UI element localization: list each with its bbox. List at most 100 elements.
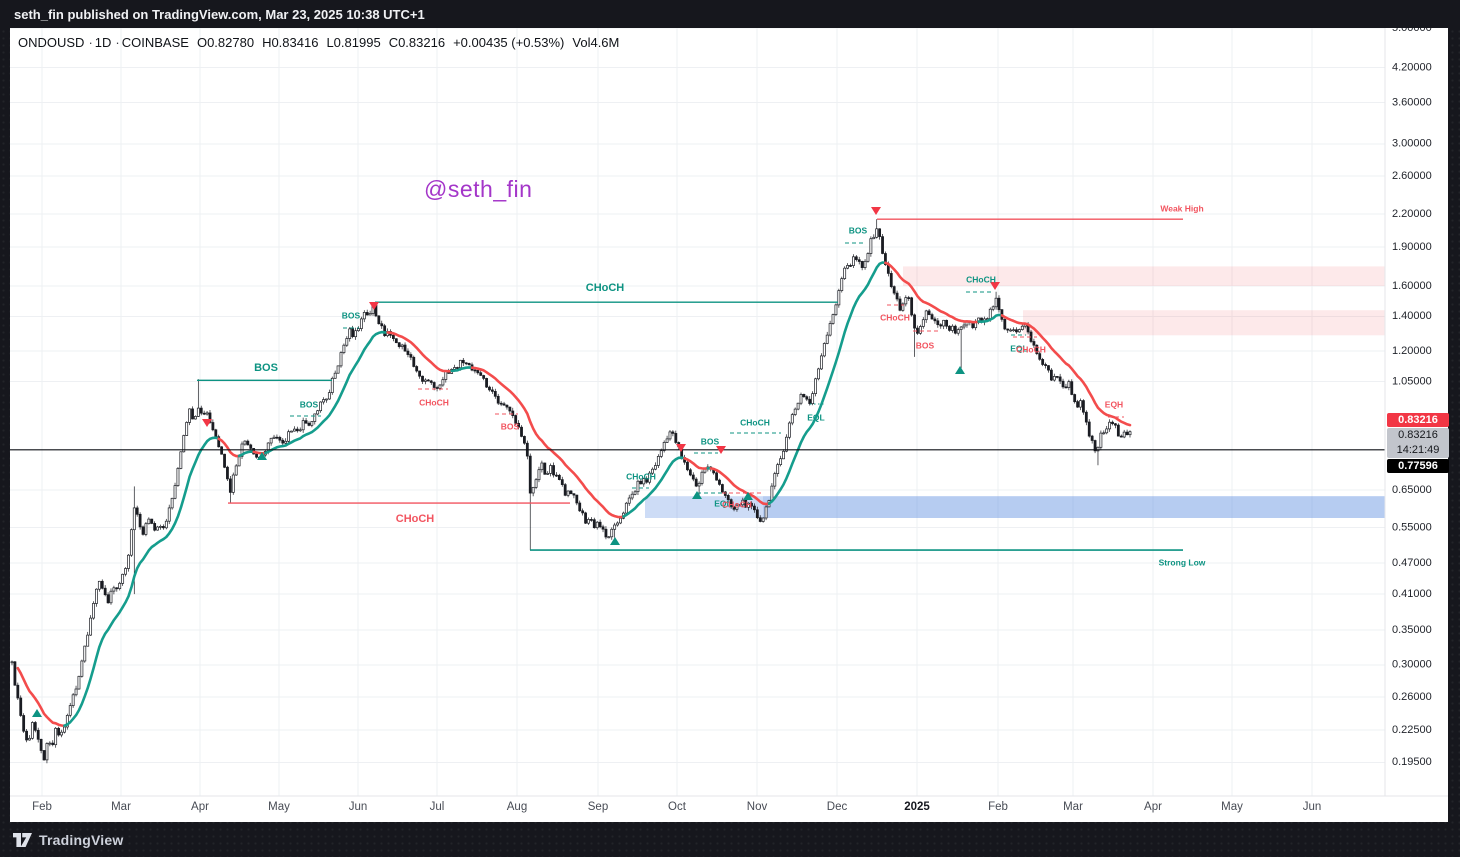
time-tick-label[interactable]: Jun (1303, 801, 1322, 813)
price-tick-label[interactable]: 2.20000 (1392, 208, 1432, 220)
price-tick-label[interactable]: 0.35000 (1392, 624, 1432, 636)
structure-label[interactable]: CHoCH (586, 282, 625, 294)
supply-zone-1[interactable] (903, 266, 1385, 286)
swing-high-marker[interactable] (676, 444, 686, 452)
price-tick-label[interactable]: 1.60000 (1392, 280, 1432, 292)
structure-label[interactable]: BOS (342, 310, 361, 320)
price-tick-label[interactable]: 1.05000 (1392, 375, 1432, 387)
supply-zone-2[interactable] (1023, 310, 1385, 336)
swing-high-marker[interactable] (369, 302, 379, 310)
price-tick-label[interactable]: 3.60000 (1392, 97, 1432, 109)
swing-high-marker[interactable] (990, 282, 1000, 290)
price-tick-label[interactable]: 4.20000 (1392, 62, 1432, 74)
candle-down (380, 323, 384, 327)
structure-label[interactable]: CHoCH (740, 417, 770, 427)
price-tick-label[interactable]: 0.30000 (1392, 659, 1432, 671)
close-value: C0.83216 (388, 35, 446, 50)
time-tick-label[interactable]: Jun (349, 801, 368, 813)
price-tick-label[interactable]: 1.90000 (1392, 241, 1432, 253)
price-tick-label[interactable]: 0.55000 (1392, 522, 1432, 534)
structure-label[interactable]: BOS (300, 399, 319, 409)
swing-low-marker[interactable] (955, 366, 965, 374)
candle-down (517, 422, 520, 428)
tradingview-brand[interactable]: TradingView (39, 831, 124, 848)
candle-up (770, 485, 774, 501)
price-tick-label[interactable]: 0.41000 (1392, 588, 1432, 600)
time-tick-label[interactable]: Aug (507, 801, 527, 813)
swing-low-marker[interactable] (743, 492, 753, 500)
candle-up (819, 355, 823, 370)
swing-low-marker[interactable] (32, 709, 42, 717)
time-tick-label[interactable]: Apr (1144, 801, 1162, 813)
structure-label[interactable]: Strong Low (1159, 557, 1206, 567)
structure-label[interactable]: Weak High (1160, 203, 1203, 213)
tradingview-logo-icon[interactable] (13, 832, 32, 847)
candle-down (575, 494, 579, 504)
candle-down (898, 298, 902, 311)
price-tick-label[interactable]: 0.26000 (1392, 691, 1432, 703)
structure-label[interactable]: CHoCH (966, 274, 996, 284)
candle-up (438, 384, 442, 389)
swing-high-marker[interactable] (202, 419, 212, 427)
price-tick-label[interactable]: 5.00000 (1392, 28, 1432, 34)
chart-canvas[interactable]: BOSCHoCHCHoCHBOSBOSCHoCHBOSCHoCHBOSEQLCH… (10, 28, 1448, 822)
swing-low-marker[interactable] (257, 452, 267, 460)
structure-label[interactable]: CHoCH (1016, 344, 1046, 354)
structure-label[interactable]: CHoCH (722, 499, 752, 509)
candle-down (100, 580, 104, 589)
demand-zone-overlay[interactable] (763, 496, 1385, 518)
swing-low-marker[interactable] (610, 537, 620, 545)
structure-label[interactable]: BOS (501, 421, 520, 431)
time-tick-label[interactable]: Mar (1063, 801, 1083, 813)
structure-label[interactable]: BOS (916, 340, 935, 350)
candle-up (782, 450, 785, 460)
structure-label[interactable]: EQL (1010, 343, 1027, 353)
structure-label[interactable]: CHoCH (419, 397, 449, 407)
candle-up (540, 462, 544, 471)
candle-up (357, 328, 360, 332)
time-tick-label[interactable]: Feb (988, 801, 1008, 813)
price-tick-label[interactable]: 3.00000 (1392, 138, 1432, 150)
price-tick-label[interactable]: 0.65000 (1392, 484, 1432, 496)
structure-label[interactable]: EQL (807, 412, 824, 422)
price-tick-label[interactable]: 0.19500 (1392, 756, 1432, 768)
structure-label[interactable]: CHoCH (626, 471, 656, 481)
time-tick-label[interactable]: 2025 (904, 801, 930, 813)
swing-high-marker[interactable] (871, 207, 881, 215)
price-tick-label[interactable]: 0.22500 (1392, 724, 1432, 736)
time-tick-label[interactable]: Apr (191, 801, 209, 813)
candle-down (933, 318, 937, 322)
candle-up (333, 372, 337, 379)
time-tick-label[interactable]: Dec (827, 801, 848, 813)
candle-down (473, 369, 477, 372)
candle-up (773, 473, 777, 487)
structure-label[interactable]: BOS (254, 362, 278, 374)
structure-label[interactable]: CHoCH (880, 312, 910, 322)
swing-low-marker[interactable] (692, 491, 702, 499)
time-tick-label[interactable]: May (1221, 801, 1243, 813)
time-tick-label[interactable]: May (268, 801, 290, 813)
price-tick-label[interactable]: 0.47000 (1392, 557, 1432, 569)
price-tick-label[interactable]: 2.60000 (1392, 170, 1432, 182)
price-tick-label[interactable]: 1.40000 (1392, 310, 1432, 322)
structure-label[interactable]: BOS (701, 436, 720, 446)
candle-down (426, 379, 430, 382)
chart-area[interactable]: BOS CHoCH CHoCH BOS BOS CHoCH BOS CHoCH BOS EQL CH… (10, 28, 1449, 822)
price-tick-label[interactable]: 1.20000 (1392, 345, 1432, 357)
time-tick-label[interactable]: Feb (32, 801, 52, 813)
time-tick-label[interactable]: Mar (111, 801, 131, 813)
time-tick-label[interactable]: Jul (430, 801, 445, 813)
time-tick-label[interactable]: Nov (747, 801, 768, 813)
candle-down (939, 324, 943, 327)
footer-bar: TradingView (0, 822, 1460, 857)
structure-label[interactable]: CHoCH (396, 513, 435, 525)
swing-high-marker[interactable] (716, 446, 726, 454)
candle-down (499, 402, 503, 405)
structure-label[interactable]: EQL (714, 498, 731, 508)
time-tick-label[interactable]: Oct (668, 801, 687, 813)
structure-label[interactable]: EQH (1105, 399, 1123, 409)
demand-zone[interactable] (645, 496, 1385, 518)
moving-average-line (977, 313, 1004, 323)
time-tick-label[interactable]: Sep (588, 801, 608, 813)
structure-label[interactable]: BOS (849, 225, 868, 235)
